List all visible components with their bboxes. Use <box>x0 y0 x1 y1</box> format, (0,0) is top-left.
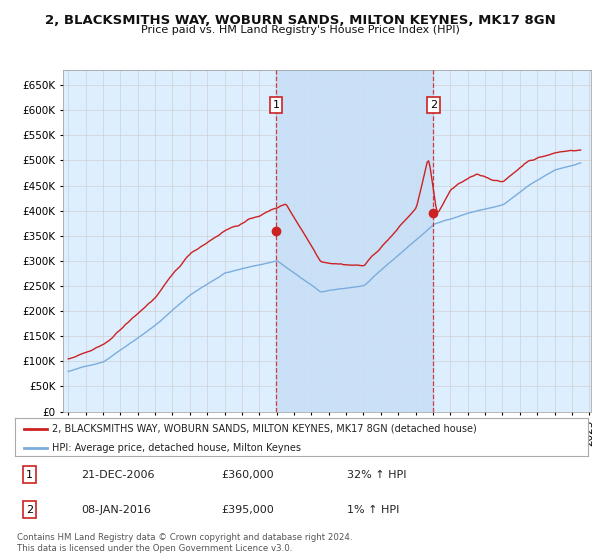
Text: 32% ↑ HPI: 32% ↑ HPI <box>347 470 407 479</box>
Text: 08-JAN-2016: 08-JAN-2016 <box>81 505 151 515</box>
Text: 2, BLACKSMITHS WAY, WOBURN SANDS, MILTON KEYNES, MK17 8GN: 2, BLACKSMITHS WAY, WOBURN SANDS, MILTON… <box>44 14 556 27</box>
Text: 2, BLACKSMITHS WAY, WOBURN SANDS, MILTON KEYNES, MK17 8GN (detached house): 2, BLACKSMITHS WAY, WOBURN SANDS, MILTON… <box>52 424 477 434</box>
Text: 1: 1 <box>272 100 280 110</box>
Text: 1% ↑ HPI: 1% ↑ HPI <box>347 505 400 515</box>
Text: Contains HM Land Registry data © Crown copyright and database right 2024.
This d: Contains HM Land Registry data © Crown c… <box>17 533 352 553</box>
Text: 2: 2 <box>430 100 437 110</box>
Bar <box>276 70 433 412</box>
Text: £360,000: £360,000 <box>221 470 274 479</box>
Text: £395,000: £395,000 <box>221 505 274 515</box>
Text: HPI: Average price, detached house, Milton Keynes: HPI: Average price, detached house, Milt… <box>52 443 301 453</box>
Text: 21-DEC-2006: 21-DEC-2006 <box>81 470 154 479</box>
Text: 1: 1 <box>26 470 33 479</box>
Text: 2: 2 <box>26 505 33 515</box>
Text: Price paid vs. HM Land Registry's House Price Index (HPI): Price paid vs. HM Land Registry's House … <box>140 25 460 35</box>
